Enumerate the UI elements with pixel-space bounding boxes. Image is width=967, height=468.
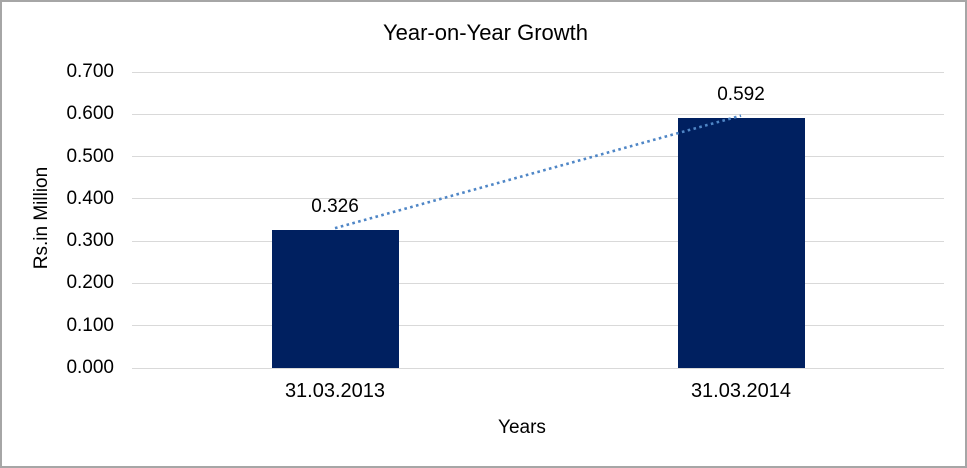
gridline [132,113,944,115]
gridline [132,71,944,73]
gridline [132,198,944,200]
gridline [132,240,944,242]
chart-title: Year-on-Year Growth [382,20,589,45]
y-tick-label: 0.400 [66,187,114,209]
trend-line [334,114,742,230]
plot-area: 0.326 0.592 [132,71,944,369]
gridline [132,367,944,369]
gridline [132,325,944,327]
bar [677,117,805,368]
data-label: 0.326 [311,196,359,218]
y-tick-label: 0.700 [66,61,114,82]
x-tick-label: 31.03.2013 [284,380,386,402]
y-tick-label: 0.500 [66,145,114,167]
y-tick-label: 0.200 [66,272,114,294]
y-tick-label: 0.300 [66,230,114,252]
y-tick-label: 0.600 [66,103,114,125]
x-axis-title: Years [498,417,546,438]
x-tick-label: 31.03.2014 [690,380,792,402]
gridline [132,282,944,284]
y-axis-tick-labels: 0.000 0.100 0.200 0.300 0.400 0.500 0.600 0.700 [2,61,114,378]
x-axis-tick-labels: 31.03.2013 31.03.2014 [132,379,944,403]
bar [271,230,399,368]
data-label: 0.592 [717,83,765,105]
y-tick-label: 0.100 [66,314,114,336]
gridline [132,156,944,158]
y-tick-label: 0.000 [66,357,114,378]
